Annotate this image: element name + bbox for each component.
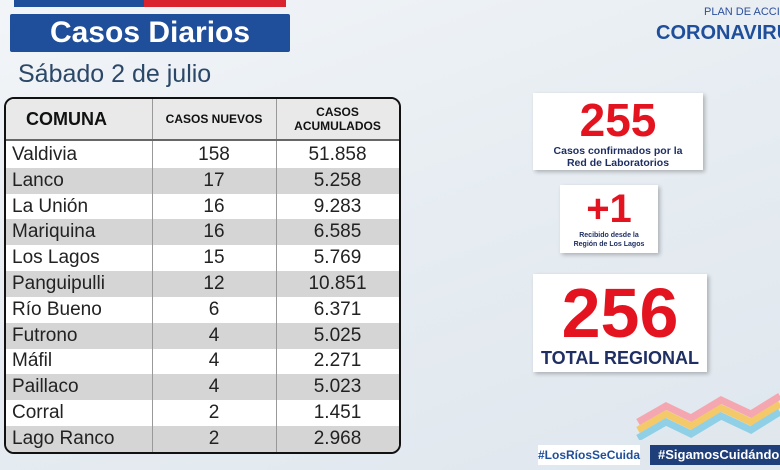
new-cases: 16 [203, 221, 225, 243]
commune: La Unión [12, 195, 89, 217]
stat-value: +1 [586, 187, 632, 231]
commune: Lago Ranco [12, 427, 115, 449]
stat-value: 256 [561, 274, 679, 352]
stat-value: 255 [579, 94, 657, 146]
new-cases: 4 [208, 376, 220, 398]
cumulative-cases: 5.023 [313, 376, 362, 398]
new-cases: 2 [208, 402, 220, 423]
cumulative-cases: 1.451 [313, 402, 362, 423]
cumulative-cases: 5.769 [313, 247, 362, 269]
table-row: Futrono 4 5.025 [6, 322, 399, 349]
table-row: Máfil 4 2.271 [6, 348, 399, 374]
table-row: La Unión 16 9.283 [6, 194, 399, 220]
column-header: COMUNA [6, 99, 152, 139]
stat-caption: Casos confirmados por la Red de Laborato… [553, 145, 683, 169]
commune: Valdivia [12, 144, 78, 165]
cumulative-cases: 6.585 [313, 221, 362, 243]
stat-caption: TOTAL REGIONAL [540, 348, 699, 368]
cumulative-cases: 5.025 [313, 324, 362, 346]
header-divider [6, 139, 399, 141]
table-row: Panguipulli 12 10.851 [6, 271, 399, 297]
commune: Panguipulli [12, 273, 105, 294]
table-row: Paillaco 4 5.023 [6, 374, 399, 401]
commune: Futrono [12, 324, 78, 346]
new-cases: 6 [208, 298, 220, 320]
hashtag: #SigamosCuidándonos [650, 445, 780, 465]
table-row: Corral 2 1.451 [6, 400, 399, 426]
new-cases: 12 [203, 273, 225, 294]
stat-card: 256 TOTAL REGIONAL [533, 274, 707, 372]
new-cases: 17 [203, 169, 225, 191]
decoration [636, 393, 780, 440]
table-row: Lanco 17 5.258 [6, 167, 399, 194]
date: Sábado 2 de julio [18, 60, 212, 88]
title: Casos Diarios [10, 14, 290, 52]
table-row: Mariquina 16 6.585 [6, 219, 399, 246]
column-header: CASOS ACUMULADOS [276, 99, 399, 139]
cumulative-cases: 10.851 [308, 273, 367, 294]
flag-stripe [14, 0, 144, 7]
cumulative-cases: 9.283 [313, 195, 362, 217]
cumulative-cases: 2.271 [313, 350, 362, 372]
logo-top: PLAN DE ACCIÓN [704, 6, 780, 18]
logo: PLAN DE ACCIÓN CORONAVIRUS [656, 6, 780, 56]
stat-caption: Recibido desde la Región de Los Lagos [573, 232, 645, 248]
commune: Río Bueno [12, 298, 102, 320]
commune: Máfil [12, 350, 53, 372]
cumulative-cases: 2.968 [313, 427, 362, 449]
column-divider [276, 99, 277, 452]
new-cases: 4 [208, 350, 220, 372]
new-cases: 158 [198, 144, 230, 165]
new-cases: 16 [203, 195, 225, 217]
table-row: Río Bueno 6 6.371 [6, 297, 399, 323]
flag-stripe [144, 0, 286, 7]
logo-main: CORONAVIRUS [656, 22, 780, 44]
commune: Lanco [12, 169, 64, 191]
commune: Corral [12, 402, 64, 423]
column-divider [152, 99, 153, 452]
cumulative-cases: 6.371 [313, 298, 362, 320]
table: COMUNA CASOS NUEVOS CASOS ACUMULADOS Valdiv… [4, 97, 401, 454]
stat-card: 255 Casos confirmados por la Red de Labor… [533, 93, 703, 170]
table-row: Valdivia 158 51.858 [6, 142, 399, 168]
commune: Mariquina [12, 221, 96, 243]
hashtag: #LosRíosSeCuida [538, 445, 640, 465]
new-cases: 15 [203, 247, 225, 269]
commune: Paillaco [12, 376, 79, 398]
commune: Los Lagos [12, 247, 100, 269]
stat-card: +1 Recibido desde la Región de Los Lagos [560, 185, 658, 253]
new-cases: 2 [208, 427, 220, 449]
new-cases: 4 [208, 324, 220, 346]
table-row: Los Lagos 15 5.769 [6, 245, 399, 271]
table-row: Lago Ranco 2 2.968 [6, 425, 399, 452]
column-header: CASOS NUEVOS [152, 99, 276, 139]
cumulative-cases: 5.258 [313, 169, 362, 191]
cumulative-cases: 51.858 [308, 144, 367, 165]
